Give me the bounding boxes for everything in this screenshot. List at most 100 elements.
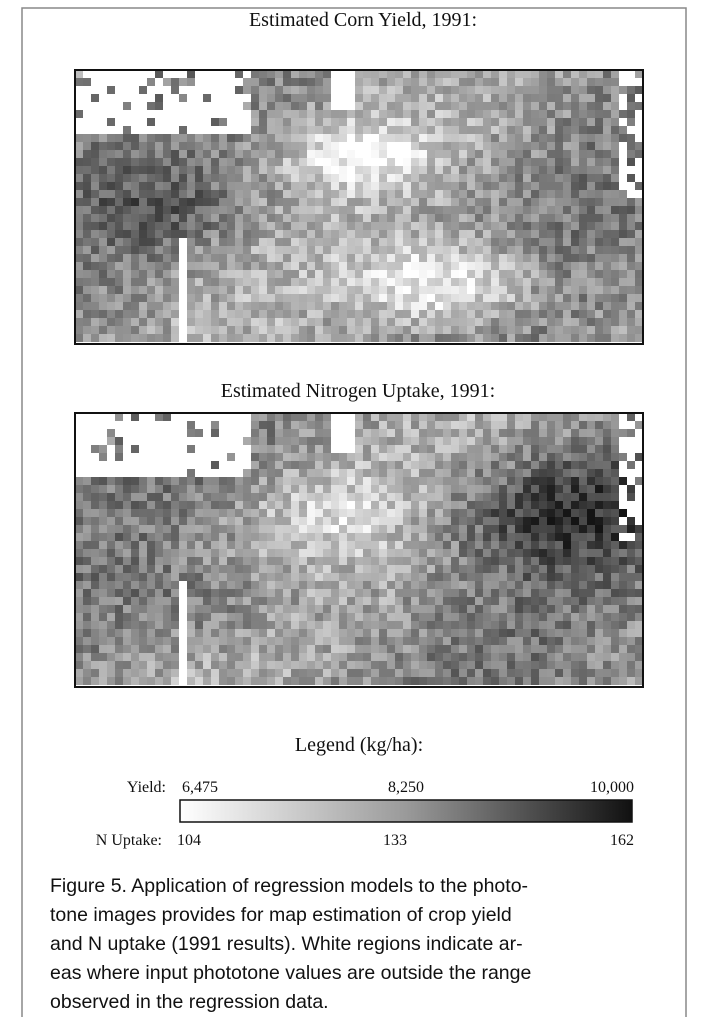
map-cell	[243, 182, 251, 190]
map-cell	[467, 302, 475, 310]
map-cell	[299, 469, 307, 477]
map-cell	[451, 334, 459, 342]
map-cell	[371, 94, 379, 102]
map-cell	[435, 661, 443, 669]
map-cell	[115, 278, 123, 286]
map-cell	[355, 110, 363, 118]
map-cell	[443, 326, 451, 334]
map-cell	[603, 541, 611, 549]
map-cell	[491, 206, 499, 214]
map-cell	[571, 182, 579, 190]
map-cell	[179, 70, 187, 78]
map-cell	[323, 326, 331, 334]
map-cell	[443, 517, 451, 525]
map-cell	[483, 278, 491, 286]
map-cell	[107, 310, 115, 318]
map-cell	[291, 150, 299, 158]
map-cell	[211, 214, 219, 222]
map-cell	[139, 509, 147, 517]
map-cell	[347, 86, 355, 94]
map-cell	[355, 445, 363, 453]
map-cell	[611, 677, 619, 685]
map-cell	[83, 621, 91, 629]
map-cell	[539, 254, 547, 262]
map-cell	[451, 605, 459, 613]
map-cell	[155, 501, 163, 509]
map-cell	[339, 509, 347, 517]
map-cell	[307, 421, 315, 429]
map-cell	[211, 182, 219, 190]
map-cell	[363, 182, 371, 190]
map-cell	[531, 294, 539, 302]
map-cell	[635, 429, 643, 437]
map-cell	[515, 613, 523, 621]
map-cell	[587, 310, 595, 318]
map-cell	[387, 238, 395, 246]
map-cell	[563, 429, 571, 437]
map-cell	[611, 501, 619, 509]
map-cell	[483, 509, 491, 517]
map-cell	[131, 206, 139, 214]
map-cell	[387, 645, 395, 653]
map-cell	[627, 461, 635, 469]
map-cell	[555, 286, 563, 294]
map-cell	[187, 461, 195, 469]
map-cell	[323, 78, 331, 86]
map-cell	[107, 182, 115, 190]
map-cell	[403, 318, 411, 326]
map-cell	[227, 118, 235, 126]
map-cell	[307, 134, 315, 142]
map-cell	[403, 549, 411, 557]
map-cell	[99, 310, 107, 318]
map-cell	[211, 677, 219, 685]
map-cell	[331, 477, 339, 485]
map-cell	[243, 453, 251, 461]
map-cell	[515, 605, 523, 613]
map-cell	[83, 429, 91, 437]
map-cell	[131, 677, 139, 685]
map-cell	[115, 613, 123, 621]
map-cell	[155, 629, 163, 637]
map-cell	[539, 509, 547, 517]
map-cell	[387, 613, 395, 621]
map-cell	[435, 645, 443, 653]
map-cell	[595, 445, 603, 453]
map-cell	[291, 254, 299, 262]
map-cell	[355, 461, 363, 469]
map-cell	[379, 485, 387, 493]
map-cell	[443, 469, 451, 477]
map-cell	[315, 326, 323, 334]
map-cell	[275, 493, 283, 501]
map-cell	[347, 629, 355, 637]
map-cell	[243, 246, 251, 254]
map-cell	[515, 102, 523, 110]
map-cell	[467, 150, 475, 158]
map-cell	[275, 158, 283, 166]
map-cell	[491, 581, 499, 589]
map-cell	[291, 222, 299, 230]
map-cell	[299, 501, 307, 509]
map-cell	[163, 278, 171, 286]
map-cell	[251, 605, 259, 613]
map-cell	[155, 262, 163, 270]
map-cell	[339, 669, 347, 677]
map-cell	[347, 70, 355, 78]
map-cell	[187, 629, 195, 637]
map-cell	[515, 94, 523, 102]
map-cell	[315, 453, 323, 461]
map-cell	[139, 110, 147, 118]
map-cell	[507, 437, 515, 445]
map-cell	[99, 517, 107, 525]
map-cell	[563, 198, 571, 206]
map-cell	[363, 677, 371, 685]
map-cell	[75, 134, 83, 142]
map-cell	[459, 110, 467, 118]
map-cell	[195, 278, 203, 286]
map-cell	[315, 150, 323, 158]
map-cell	[291, 102, 299, 110]
map-cell	[515, 86, 523, 94]
map-cell	[355, 469, 363, 477]
map-cell	[587, 669, 595, 677]
map-cell	[235, 86, 243, 94]
map-cell	[283, 326, 291, 334]
